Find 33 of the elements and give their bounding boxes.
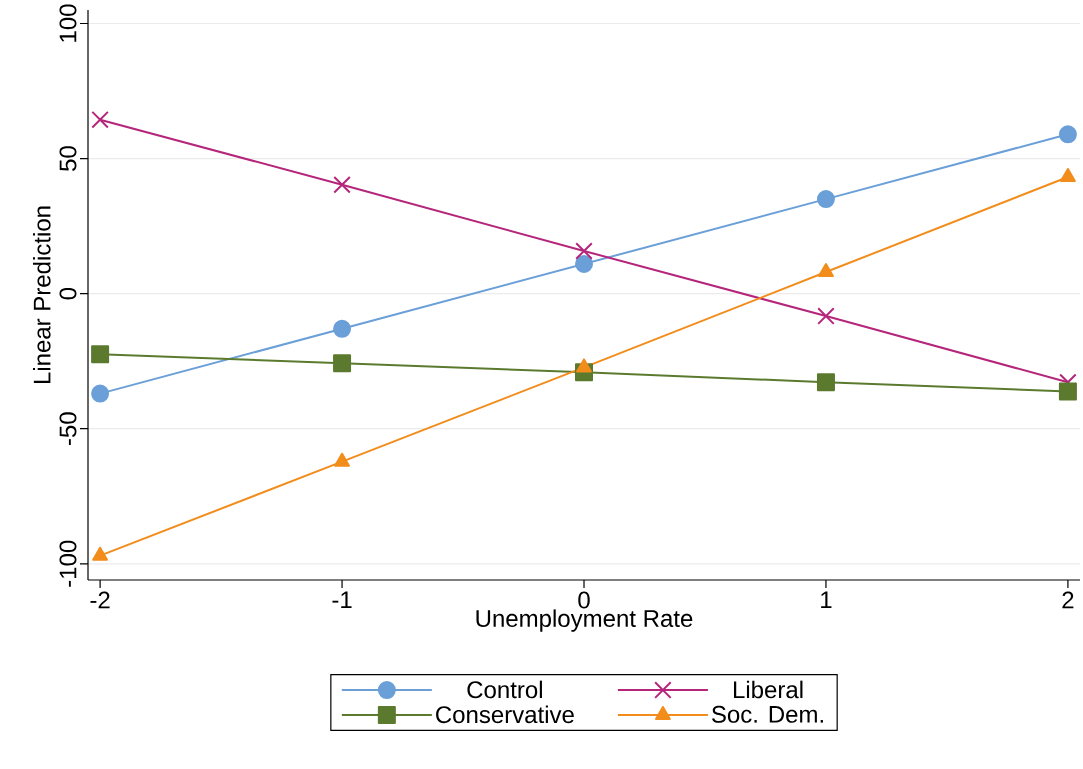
point (1058, 125, 1077, 144)
point (333, 176, 351, 194)
point (817, 307, 835, 325)
point (816, 190, 835, 209)
y-axis-title: Linear Prediction (32, 206, 51, 384)
x-tick-label: -2 (90, 591, 110, 609)
point (575, 242, 593, 260)
x-tick-label: 0 (578, 591, 590, 609)
x-tick-label: -1 (332, 591, 352, 609)
point (333, 319, 352, 338)
y-tick-label: 50 (59, 146, 77, 171)
x-tick-label: 2 (1062, 591, 1074, 609)
x-axis-title: Unemployment Rate (476, 609, 693, 632)
point (1058, 382, 1077, 401)
y-tick-label: 100 (59, 4, 77, 42)
legend-label: Soc. Dem. (711, 705, 823, 723)
legend-label: Liberal (733, 680, 803, 699)
point (333, 354, 352, 373)
point (575, 254, 594, 273)
point (91, 110, 109, 129)
point (816, 373, 835, 392)
point (818, 263, 834, 278)
point (91, 384, 110, 403)
y-tick-label: -50 (59, 412, 77, 445)
legend-label: Control (467, 680, 542, 699)
point (334, 452, 350, 467)
y-tick-label: 0 (59, 287, 77, 300)
point (576, 358, 592, 373)
y-tick-label: -100 (59, 540, 77, 587)
point (92, 546, 109, 561)
x-tick-label: 1 (821, 591, 832, 609)
point (91, 345, 110, 364)
legend-label: Conservative (436, 705, 574, 724)
